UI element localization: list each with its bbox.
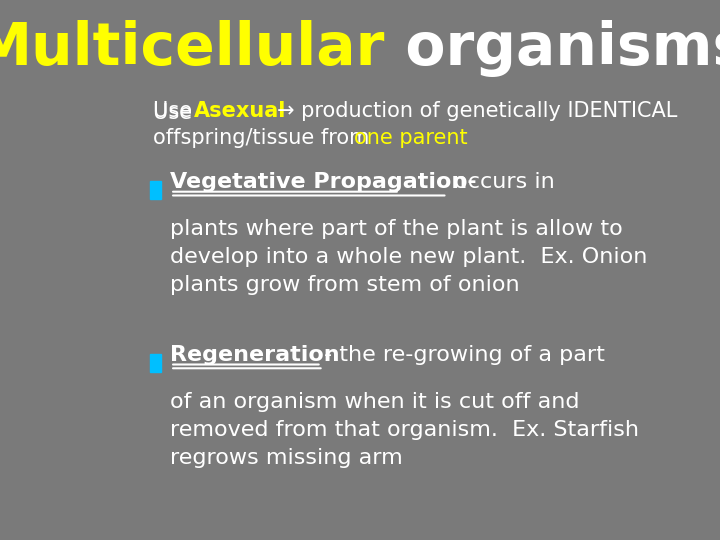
Text: one parent: one parent [354,127,468,148]
Text: Regeneration: Regeneration [170,345,340,365]
Text: Multicellular: Multicellular [0,20,384,77]
Text: Use: Use [153,103,198,124]
Text: → production of genetically IDENTICAL: → production of genetically IDENTICAL [277,100,678,121]
Bar [150,181,161,199]
Text: occurs in: occurs in [447,172,555,192]
Text: Asexual: Asexual [194,100,287,121]
Text: offspring/tissue from: offspring/tissue from [153,127,376,148]
Text: plants where part of the plant is allow to
develop into a whole new plant.  Ex. : plants where part of the plant is allow … [170,219,647,295]
Text: Vegetative Propagation-: Vegetative Propagation- [170,172,477,192]
Text: - the re-growing of a part: - the re-growing of a part [323,345,604,365]
Text: organisms: organisms [384,20,720,77]
Text: Use: Use [153,100,198,121]
Bar [150,354,161,372]
Text: of an organism when it is cut off and
removed from that organism.  Ex. Starfish
: of an organism when it is cut off and re… [170,392,639,468]
